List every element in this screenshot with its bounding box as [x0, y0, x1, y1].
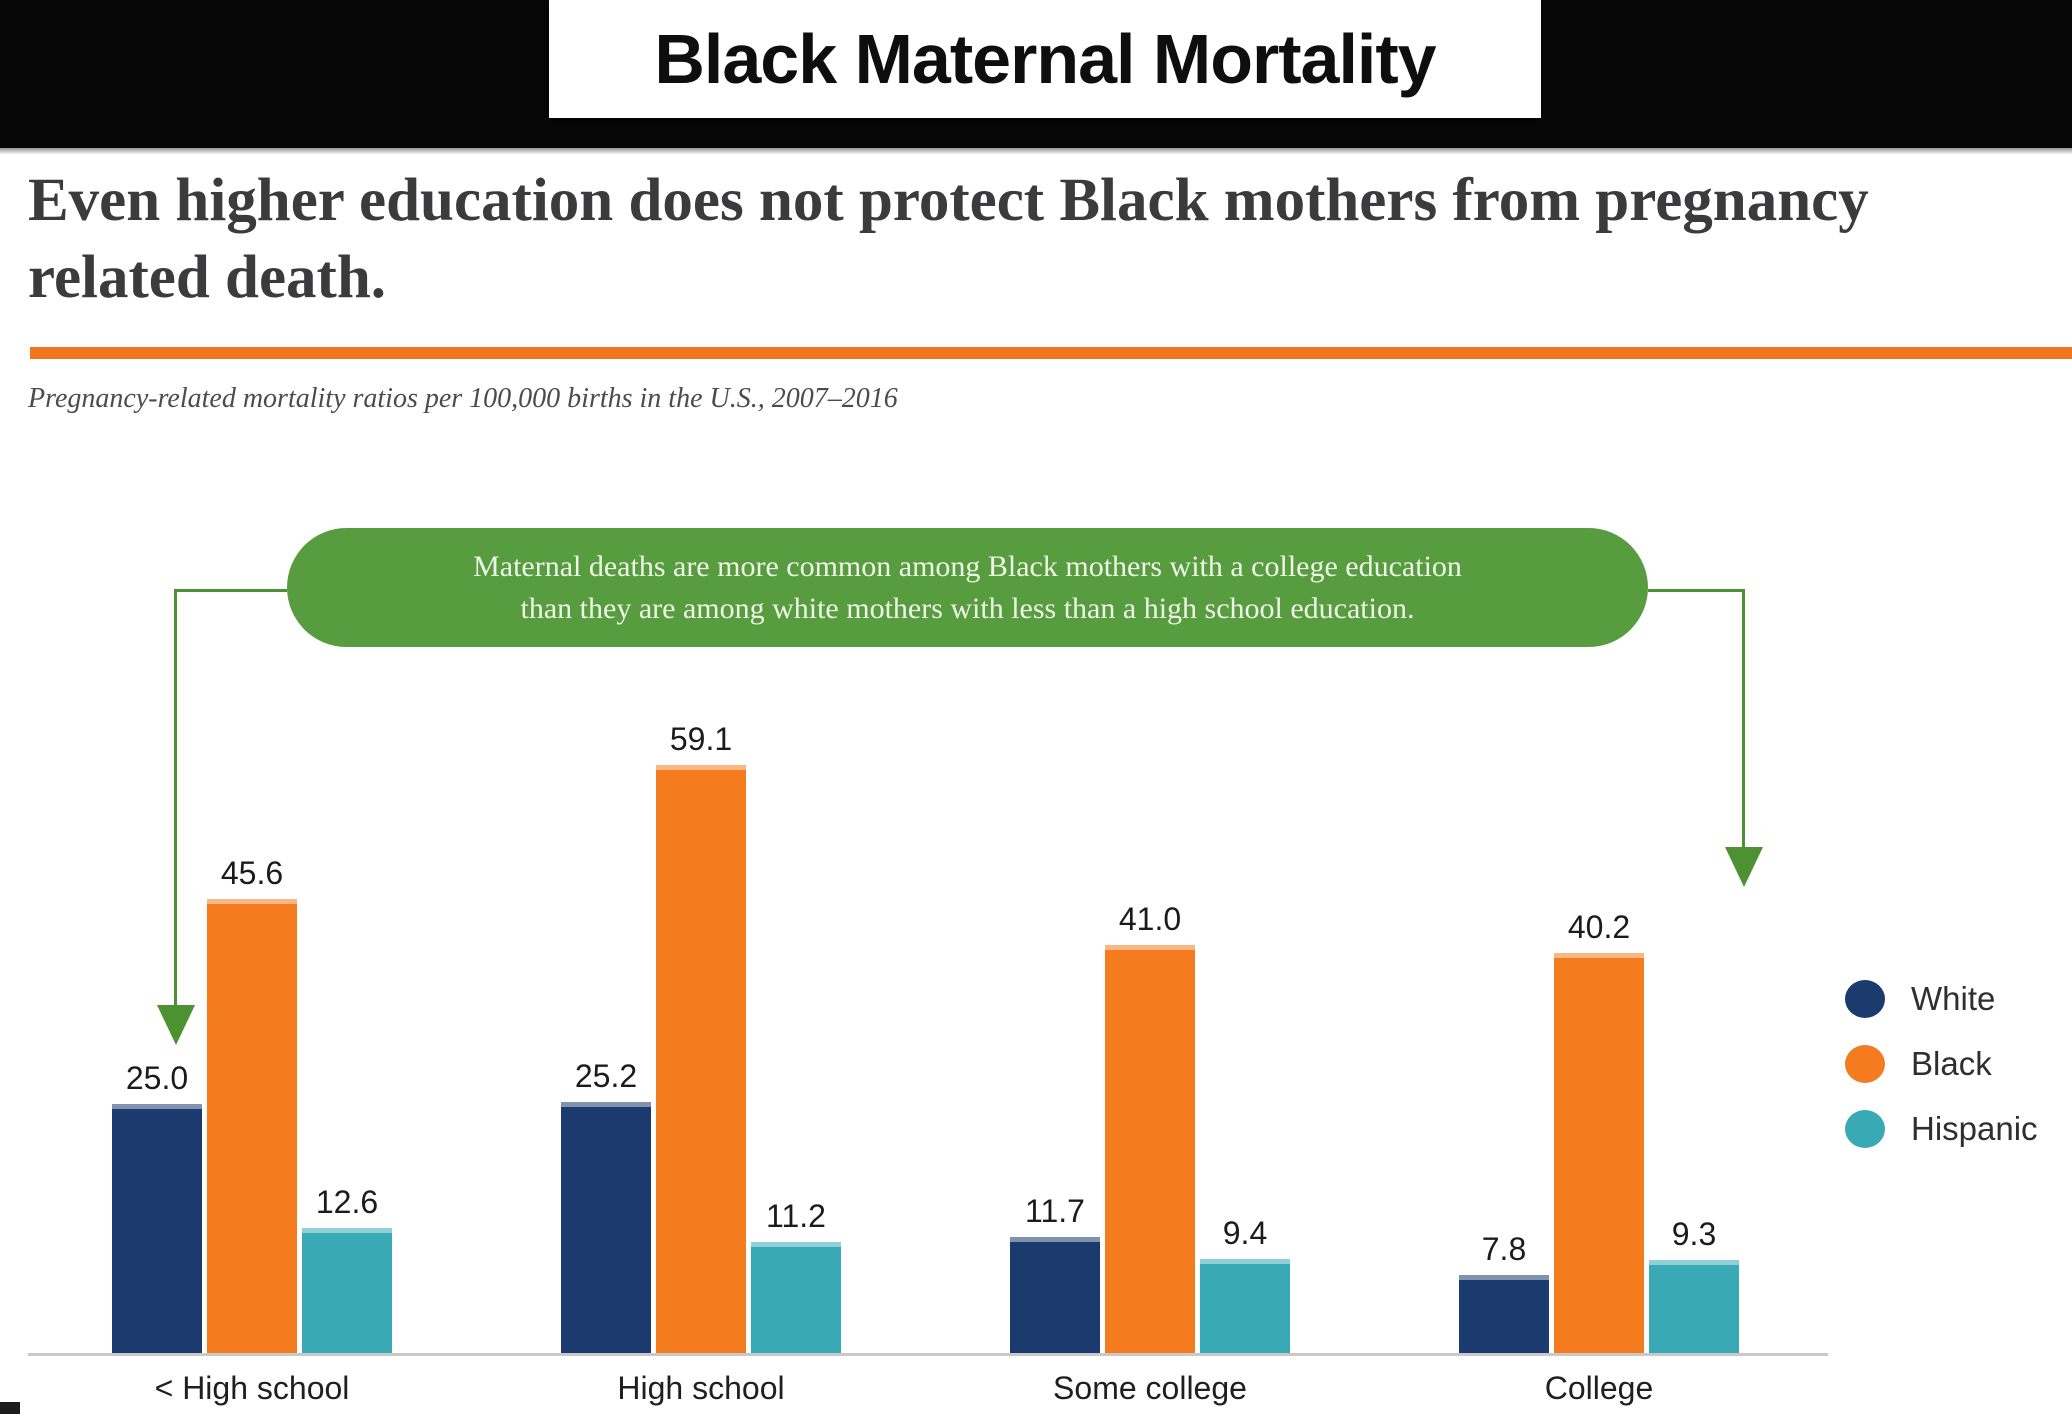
- x-axis-line: [28, 1353, 1828, 1356]
- value-label-black-2: 59.1: [669, 721, 733, 757]
- bar-top-highlight: [1105, 945, 1195, 950]
- chart-subtitle: Pregnancy-related mortality ratios per 1…: [28, 383, 898, 414]
- legend-dot-hispanic: [1845, 1109, 1885, 1148]
- headline-line-2: related death.: [28, 244, 387, 311]
- legend-item-hispanic: Hispanic: [1845, 1096, 2038, 1161]
- legend-label-hispanic: Hispanic: [1911, 1109, 2038, 1147]
- bar-top-highlight: [112, 1104, 202, 1109]
- legend-dot-black: [1845, 1044, 1885, 1083]
- arrow-down-icon-left: [157, 1005, 195, 1045]
- bar-top-highlight: [1649, 1260, 1739, 1265]
- legend-dot-white: [1845, 979, 1885, 1018]
- bar-black-4: [1554, 953, 1644, 1353]
- legend: White Black Hispanic: [1845, 966, 2038, 1161]
- bar-top-highlight: [1554, 953, 1644, 958]
- bar-top-highlight: [302, 1228, 392, 1233]
- value-label-hispanic-4: 9.3: [1671, 1216, 1717, 1252]
- value-label-white-2: 25.2: [574, 1058, 638, 1094]
- banner-shadow-divider: [0, 148, 2072, 154]
- legend-item-black: Black: [1845, 1031, 2038, 1096]
- title-plate: Black Maternal Mortality: [549, 0, 1541, 118]
- bar-top-highlight: [1459, 1275, 1549, 1280]
- value-label-hispanic-1: 12.6: [315, 1184, 379, 1220]
- bar-hispanic-3: [1200, 1259, 1290, 1353]
- category-label-3: Some college: [1053, 1370, 1247, 1406]
- callout-bubble: Maternal deaths are more common among Bl…: [287, 528, 1648, 647]
- bar-black-1: [207, 899, 297, 1353]
- page-title: Black Maternal Mortality: [654, 20, 1436, 98]
- legend-item-white: White: [1845, 966, 2038, 1031]
- callout-connector-right-vertical: [1742, 589, 1745, 847]
- value-label-white-1: 25.0: [125, 1060, 189, 1096]
- corner-artifact: [0, 1402, 20, 1414]
- accent-rule: [30, 347, 2072, 359]
- bar-black-2: [656, 765, 746, 1353]
- legend-label-white: White: [1911, 979, 1996, 1017]
- headline: Even higher education does not protect B…: [28, 162, 2072, 316]
- headline-line-1: Even higher education does not protect B…: [28, 167, 1869, 234]
- value-label-black-3: 41.0: [1118, 901, 1182, 937]
- bar-white-4: [1459, 1275, 1549, 1353]
- category-label-2: High school: [617, 1370, 785, 1406]
- category-label-4: College: [1544, 1370, 1654, 1406]
- bar-white-1: [112, 1104, 202, 1353]
- value-label-hispanic-2: 11.2: [766, 1198, 826, 1234]
- callout-connector-left-horizontal: [175, 589, 287, 592]
- legend-label-black: Black: [1911, 1044, 1992, 1082]
- bar-white-3: [1010, 1237, 1100, 1353]
- bar-top-highlight: [656, 765, 746, 770]
- callout-line-1: Maternal deaths are more common among Bl…: [473, 549, 1462, 583]
- arrow-down-icon-right: [1725, 847, 1763, 887]
- value-label-white-3: 11.7: [1025, 1193, 1085, 1229]
- bar-top-highlight: [1010, 1237, 1100, 1242]
- value-label-black-1: 45.6: [220, 855, 284, 891]
- bar-hispanic-1: [302, 1228, 392, 1353]
- value-label-hispanic-3: 9.4: [1222, 1215, 1268, 1251]
- bar-white-2: [561, 1102, 651, 1353]
- bar-hispanic-4: [1649, 1260, 1739, 1353]
- category-label-1: < High school: [154, 1370, 350, 1406]
- bar-top-highlight: [561, 1102, 651, 1107]
- value-label-white-4: 7.8: [1481, 1231, 1527, 1267]
- bar-black-3: [1105, 945, 1195, 1353]
- bar-top-highlight: [751, 1242, 841, 1247]
- bar-hispanic-2: [751, 1242, 841, 1353]
- value-label-black-4: 40.2: [1567, 909, 1631, 945]
- bar-top-highlight: [1200, 1259, 1290, 1264]
- callout-connector-right-horizontal: [1648, 589, 1744, 592]
- bar-top-highlight: [207, 899, 297, 904]
- callout-connector-left-vertical: [174, 589, 177, 1005]
- callout-line-2: than they are among white mothers with l…: [520, 591, 1415, 625]
